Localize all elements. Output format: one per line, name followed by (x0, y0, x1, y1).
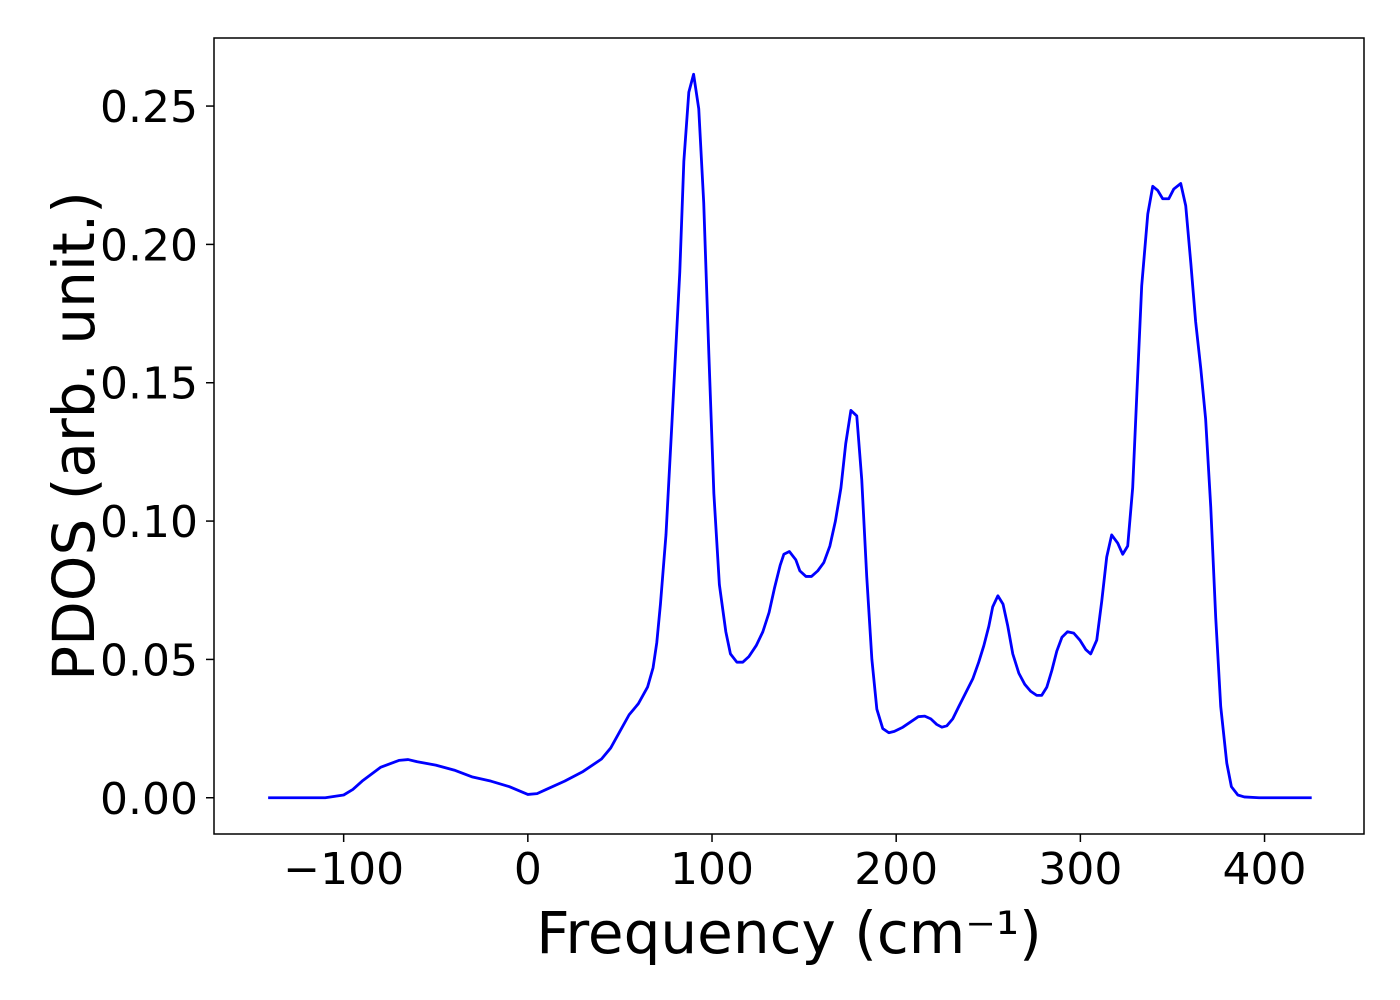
y-tick-label: 0.10 (100, 497, 198, 548)
y-tick-label: 0.05 (100, 635, 198, 686)
x-tick-label: −100 (283, 844, 404, 895)
y-axis-label: PDOS (arb. unit.) (40, 191, 108, 681)
x-tick-label: 300 (1038, 844, 1122, 895)
x-tick-label: 200 (854, 844, 938, 895)
y-tick-label: 0.00 (100, 774, 198, 825)
x-tick-label: 0 (514, 844, 542, 895)
x-tick-label: 400 (1223, 844, 1307, 895)
x-axis-label: Frequency (cm⁻¹) (536, 899, 1042, 967)
y-tick-label: 0.25 (100, 82, 198, 133)
line (268, 72, 1312, 800)
x-tick-label: 100 (670, 844, 754, 895)
y-tick-label: 0.20 (100, 220, 198, 271)
plot-frame (213, 37, 1365, 835)
y-tick-label: 0.15 (100, 359, 198, 410)
